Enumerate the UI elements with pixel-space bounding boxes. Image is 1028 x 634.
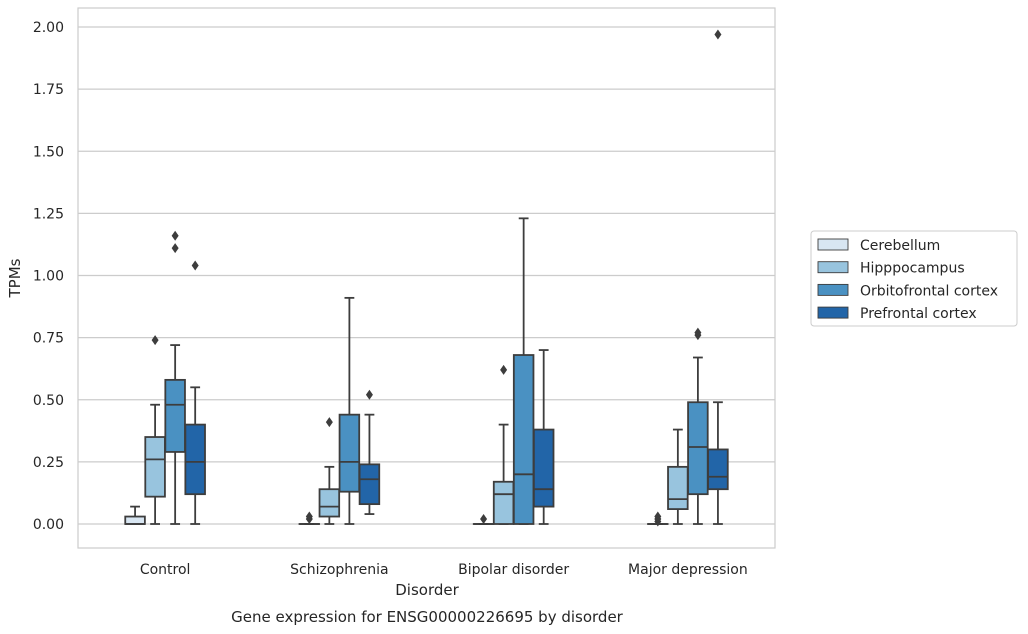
box-body xyxy=(492,480,515,525)
box-body xyxy=(358,463,381,506)
box-body xyxy=(184,423,206,496)
chart-caption: Gene expression for ENSG00000226695 by d… xyxy=(231,608,624,626)
legend-label: Cerebellum xyxy=(860,238,940,254)
box-hipppocampus xyxy=(144,335,166,525)
legend-swatch xyxy=(817,306,849,319)
box-orbitofrontal-cortex xyxy=(687,327,709,525)
outlier-point xyxy=(480,514,488,525)
outlier-point xyxy=(714,29,722,40)
x-tick-label: Control xyxy=(140,562,191,578)
box-body xyxy=(687,401,709,496)
box-orbitofrontal-cortex xyxy=(512,217,535,525)
y-tick-label: 0.00 xyxy=(33,517,64,533)
outlier-point xyxy=(151,335,159,346)
box-prefrontal-cortex xyxy=(707,29,729,525)
y-tick-label: 1.00 xyxy=(33,269,64,285)
legend-swatch xyxy=(817,261,849,274)
y-tick-label: 2.00 xyxy=(33,20,64,36)
legend-frame xyxy=(810,230,1018,327)
box-prefrontal-cortex xyxy=(184,260,206,525)
legend-swatch xyxy=(817,238,849,251)
legend-label: Hipppocampus xyxy=(860,261,965,277)
box-prefrontal-cortex xyxy=(532,349,555,525)
outlier-point xyxy=(500,364,508,375)
outlier-point xyxy=(171,230,179,241)
box-cerebellum xyxy=(472,514,495,525)
outlier-point xyxy=(365,389,373,400)
box-cerebellum xyxy=(298,511,321,525)
box-body xyxy=(338,413,361,493)
box-cerebellum xyxy=(124,505,146,525)
plot-frame xyxy=(77,7,776,549)
box-prefrontal-cortex xyxy=(358,389,381,515)
y-tick-label: 0.75 xyxy=(33,331,64,347)
box-hipppocampus xyxy=(318,417,341,525)
x-tick-label: Schizophrenia xyxy=(290,562,388,578)
x-tick-labels: Control Schizophrenia Bipolar disorder Majo… xyxy=(140,562,748,578)
x-tick-label: Major depression xyxy=(628,562,748,578)
outlier-point xyxy=(654,511,662,522)
box-body xyxy=(512,354,535,525)
y-tick-label: 1.25 xyxy=(33,206,64,222)
legend-label: Prefrontal cortex xyxy=(860,306,977,322)
y-axis-title: TPMs xyxy=(6,258,24,298)
outlier-point xyxy=(171,243,179,254)
box-orbitofrontal-cortex xyxy=(164,230,186,525)
box-body xyxy=(164,378,186,453)
outlier-point xyxy=(325,417,333,428)
y-tick-label: 0.25 xyxy=(33,455,64,471)
box-cerebellum xyxy=(647,511,669,527)
y-tick-label: 0.50 xyxy=(33,393,64,409)
box-body xyxy=(532,428,555,508)
outlier-point xyxy=(694,327,702,338)
box-body xyxy=(707,448,729,491)
box-orbitofrontal-cortex xyxy=(338,296,361,525)
outlier-point xyxy=(191,260,199,271)
y-tick-label: 1.50 xyxy=(33,144,64,160)
legend-label: Orbitofrontal cortex xyxy=(860,283,998,299)
box-body xyxy=(144,436,166,498)
legend: Cerebellum Hipppocampus Orbitofrontal cort… xyxy=(810,230,1018,327)
y-tick-label: 1.75 xyxy=(33,82,64,98)
x-tick-label: Bipolar disorder xyxy=(458,562,569,578)
box-body xyxy=(667,465,689,510)
box-body xyxy=(124,515,146,525)
outlier-point xyxy=(305,511,313,522)
box-groups xyxy=(124,29,729,527)
legend-swatch xyxy=(817,283,849,296)
x-axis-title: Disorder xyxy=(395,581,459,599)
y-tick-labels: 0.00 0.25 0.50 0.75 1.00 1.25 1.50 1.75 2.00 xyxy=(33,20,64,533)
box-body xyxy=(318,488,341,518)
